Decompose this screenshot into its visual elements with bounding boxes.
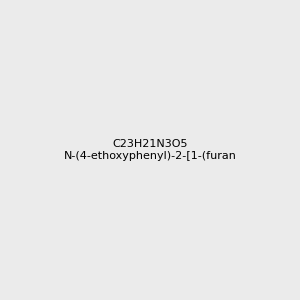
Text: C23H21N3O5
N-(4-ethoxyphenyl)-2-[1-(furan: C23H21N3O5 N-(4-ethoxyphenyl)-2-[1-(fura…	[64, 139, 236, 161]
